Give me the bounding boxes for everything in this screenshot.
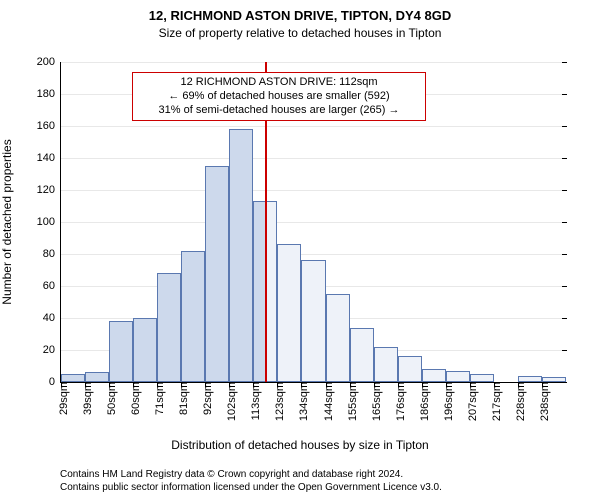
annotation-line-2: ← 69% of detached houses are smaller (59… [139, 90, 419, 104]
histogram-bar [205, 166, 229, 382]
grid-line [61, 254, 566, 255]
annotation-box: 12 RICHMOND ASTON DRIVE: 112sqm ← 69% of… [132, 72, 426, 121]
histogram-bar [133, 318, 157, 382]
histogram-bar [229, 129, 253, 382]
histogram-bar [326, 294, 350, 382]
x-tick-label: 155sqm [341, 382, 359, 421]
y-tick-mark [562, 286, 567, 287]
x-tick-label: 196sqm [437, 382, 455, 421]
y-axis-label: Number of detached properties [0, 139, 14, 304]
x-tick-label: 81sqm [172, 382, 190, 415]
y-tick-label: 200 [37, 56, 61, 68]
x-tick-label: 123sqm [268, 382, 286, 421]
histogram-bar [350, 328, 374, 382]
grid-line [61, 62, 566, 63]
annotation-line-3: 31% of semi-detached houses are larger (… [139, 104, 419, 118]
histogram-bar [301, 260, 325, 382]
footer-credits: Contains HM Land Registry data © Crown c… [60, 468, 442, 494]
y-tick-mark [562, 158, 567, 159]
y-tick-label: 160 [37, 120, 61, 132]
histogram-bar [446, 371, 470, 382]
x-tick-label: 207sqm [461, 382, 479, 421]
y-tick-label: 80 [43, 248, 61, 260]
grid-line [61, 158, 566, 159]
histogram-bar [542, 377, 566, 382]
footer-line-2: Contains public sector information licen… [60, 481, 442, 494]
grid-line [61, 222, 566, 223]
x-tick-label: 238sqm [533, 382, 551, 421]
histogram-bar [61, 374, 85, 382]
grid-line [61, 190, 566, 191]
x-tick-label: 92sqm [196, 382, 214, 415]
x-tick-label: 102sqm [220, 382, 238, 421]
y-tick-label: 40 [43, 312, 61, 324]
x-tick-label: 186sqm [413, 382, 431, 421]
y-tick-mark [562, 254, 567, 255]
x-tick-label: 60sqm [124, 382, 142, 415]
x-tick-label: 71sqm [148, 382, 166, 415]
x-tick-label: 176sqm [389, 382, 407, 421]
chart-subtitle: Size of property relative to detached ho… [0, 26, 600, 40]
x-tick-label: 39sqm [76, 382, 94, 415]
y-tick-mark [562, 94, 567, 95]
grid-line [61, 126, 566, 127]
x-tick-label: 113sqm [244, 382, 262, 420]
y-tick-mark [562, 318, 567, 319]
histogram-bar [85, 372, 109, 382]
y-tick-label: 120 [37, 184, 61, 196]
x-tick-label: 134sqm [292, 382, 310, 421]
y-tick-label: 60 [43, 280, 61, 292]
x-tick-label: 144sqm [317, 382, 335, 421]
histogram-bar [422, 369, 446, 382]
y-tick-mark [562, 382, 567, 383]
y-tick-label: 100 [37, 216, 61, 228]
chart-container: { "chart": { "type": "histogram", "title… [0, 0, 600, 500]
histogram-bar [470, 374, 494, 382]
y-tick-label: 180 [37, 88, 61, 100]
histogram-bar [398, 356, 422, 382]
y-tick-mark [562, 62, 567, 63]
footer-line-1: Contains HM Land Registry data © Crown c… [60, 468, 442, 481]
y-tick-mark [562, 190, 567, 191]
x-tick-label: 228sqm [509, 382, 527, 421]
histogram-bar [181, 251, 205, 382]
y-tick-mark [562, 350, 567, 351]
x-axis-label: Distribution of detached houses by size … [20, 438, 580, 452]
x-tick-label: 165sqm [365, 382, 383, 421]
histogram-bar-split-right [266, 201, 278, 382]
annotation-line-1: 12 RICHMOND ASTON DRIVE: 112sqm [139, 76, 419, 90]
y-tick-label: 140 [37, 152, 61, 164]
x-tick-label: 50sqm [100, 382, 118, 415]
x-tick-label: 217sqm [485, 382, 503, 421]
chart-title: 12, RICHMOND ASTON DRIVE, TIPTON, DY4 8G… [0, 8, 600, 23]
histogram-bar [157, 273, 181, 382]
x-tick-label: 29sqm [52, 382, 70, 415]
histogram-bar [374, 347, 398, 382]
y-tick-mark [562, 126, 567, 127]
y-tick-label: 20 [43, 344, 61, 356]
histogram-bar [109, 321, 133, 382]
y-tick-mark [562, 222, 567, 223]
histogram-bar [277, 244, 301, 382]
